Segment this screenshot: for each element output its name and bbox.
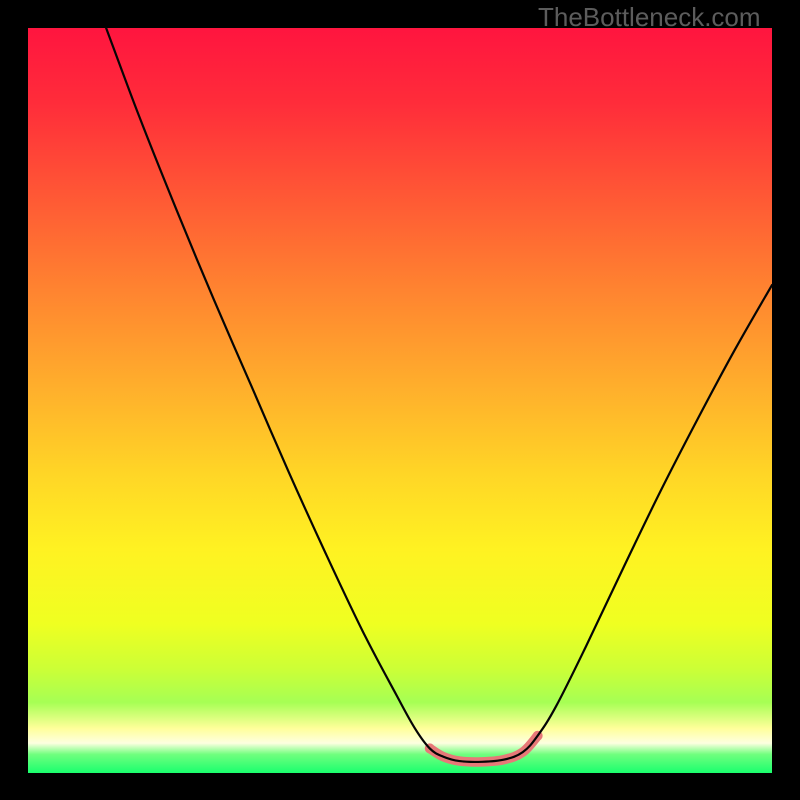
chart-container: TheBottleneck.com xyxy=(0,0,800,800)
watermark-text: TheBottleneck.com xyxy=(538,2,761,33)
plot-area xyxy=(28,28,772,773)
bottleneck-curve xyxy=(106,28,772,762)
curve-layer xyxy=(28,28,772,773)
